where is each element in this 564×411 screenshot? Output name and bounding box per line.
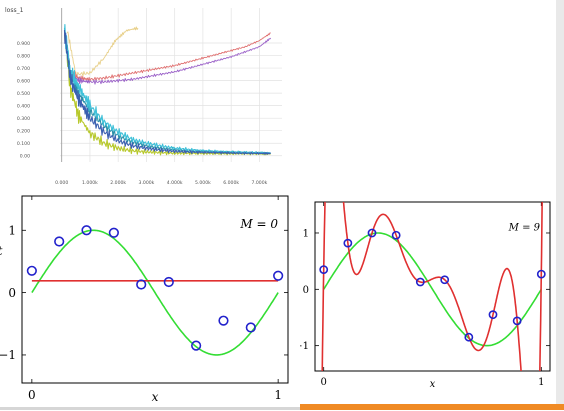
m9-x-tick-label: 1: [538, 377, 544, 388]
loss-y-tick-label: 0.100: [17, 141, 30, 147]
m0-data-point: [218, 315, 229, 326]
m0-y-axis-label: t: [0, 244, 3, 258]
m0-data-point: [108, 227, 119, 238]
loss-x-tick-label: 5.000k: [195, 180, 211, 186]
bottom-accent-strip: [300, 404, 564, 410]
m9-data-point: [464, 332, 474, 342]
m0-data-point: [163, 276, 174, 288]
loss-y-tick-label: 0.200: [17, 129, 30, 135]
m9-y-tick-label: 1: [303, 228, 309, 239]
loss-chart-background: [0, 0, 290, 193]
m0-model-order-label: M = 0: [239, 217, 278, 231]
loss-y-tick-label: 0.900: [17, 41, 30, 47]
loss-chart-panel: loss_1 0.00 0.100 0.200 0.300 0.400 0.500 0.600…: [0, 0, 290, 193]
loss-y-tick-label: 0.300: [17, 116, 30, 122]
m9-data-point: [343, 238, 353, 248]
loss-x-tick-label: 1.000k: [82, 180, 98, 186]
loss-y-tick-label: 0.800: [17, 54, 30, 60]
m9-x-axis-label: x: [430, 379, 436, 390]
m9-data-point: [391, 230, 401, 240]
m0-plot-frame: [21, 195, 289, 384]
m9-y-tick-label: 0: [303, 285, 309, 296]
loss-y-tick-label: 0.600: [17, 79, 30, 85]
m9-data-point: [536, 269, 546, 279]
m0-x-tick-label: 1: [274, 388, 282, 402]
loss-y-tick-label: 0.700: [17, 66, 30, 72]
loss-y-tick-label: 0.400: [17, 104, 30, 110]
m9-data-point: [512, 316, 522, 326]
m9-data-point: [440, 275, 450, 285]
loss-x-tick-label: 4.000k: [167, 180, 183, 186]
m9-data-point: [415, 277, 425, 287]
loss-series-line: [66, 26, 139, 78]
m9-data-point: [367, 228, 377, 238]
loss-series-line: [64, 30, 271, 82]
m0-data-point: [191, 340, 202, 351]
loss-x-tick-label: 6.000k: [223, 180, 239, 186]
m0-x-tick-label: 0: [28, 388, 36, 402]
m0-data-point: [81, 225, 92, 236]
loss-x-tick-label: 0.000: [55, 180, 68, 186]
loss-y-tick-label: 0.500: [17, 91, 30, 97]
m0-curve-sine: [31, 229, 279, 356]
m0-y-tick-label: 1: [8, 223, 16, 237]
loss-series-line: [63, 24, 271, 155]
m9-data-point: [488, 310, 498, 320]
loss-chart-title: loss_1: [5, 7, 24, 14]
m0-y-tick-label: −1: [0, 348, 16, 362]
loss-y-tick-label: 0.00: [20, 154, 30, 160]
m9-curve-sine: [323, 232, 542, 347]
loss-series-line: [63, 29, 271, 155]
m0-data-point: [245, 322, 256, 333]
m9-curve-poly9: [321, 202, 543, 371]
loss-x-tick-label: 7.000k: [251, 180, 267, 186]
loss-x-tick-label: 2.000k: [110, 180, 126, 186]
m0-data-point: [54, 236, 65, 247]
m9-y-tick-label: −1: [300, 341, 309, 352]
loss-series-line: [64, 28, 272, 85]
m0-x-axis-label: x: [152, 390, 159, 404]
m9-model-order-label: M = 9: [508, 223, 541, 234]
bottom-divider: [0, 407, 300, 410]
window-edge-bar: [556, 0, 564, 410]
m9-data-point: [319, 265, 329, 274]
m0-data-point: [26, 265, 37, 276]
polyfit-m0-chart: −1 0 1 0 1 x t M = 0: [0, 195, 289, 404]
m0-data-point: [273, 270, 284, 281]
m9-plot-frame: [314, 201, 551, 372]
m0-data-point: [136, 279, 147, 290]
m9-x-tick-label: 0: [321, 377, 327, 388]
loss-chart: loss_1 0.00 0.100 0.200 0.300 0.400 0.500 0.600…: [0, 0, 290, 193]
loss-series-line: [63, 34, 271, 156]
polyfit-m0-panel: −1 0 1 0 1 x t M = 0: [0, 193, 292, 407]
loss-x-tick-label: 3.000k: [139, 180, 155, 186]
m0-curves-group: [31, 229, 279, 356]
polyfit-m9-chart: −10101xtM = 9: [294, 201, 551, 390]
m9-curves-group: [321, 202, 543, 371]
m0-y-tick-label: 0: [8, 286, 16, 300]
polyfit-m9-panel: −10101xtM = 9: [294, 193, 556, 405]
